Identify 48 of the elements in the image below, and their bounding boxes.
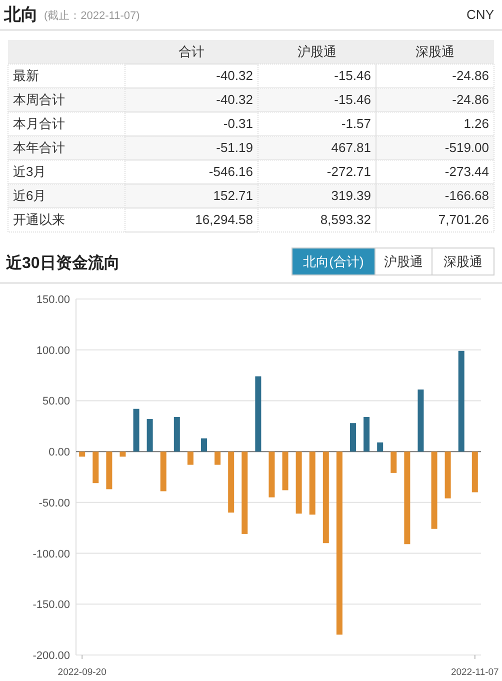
y-tick-label: -50.00	[38, 497, 70, 510]
data-label: 1.26	[464, 116, 489, 131]
y-tick-label: 100.00	[36, 344, 70, 357]
chart-subtitle: (截止：2022-11-07)	[44, 9, 140, 22]
y-tick-label: 本月合计	[13, 116, 65, 131]
data-label: -272.71	[326, 164, 371, 179]
data-label: 8,593.32	[320, 212, 371, 227]
text: 深股通	[444, 254, 482, 269]
data-label: -0.31	[223, 116, 253, 131]
y-tick-label: 本周合计	[13, 92, 65, 107]
data-label: -24.86	[452, 92, 489, 107]
data-label: -15.46	[334, 68, 371, 83]
y-tick-label: -150.00	[32, 599, 70, 612]
text: CNY	[466, 7, 494, 22]
data-label: -273.44	[444, 164, 489, 179]
y-tick-label: 开通以来	[13, 212, 65, 227]
x-tick-label: 沪股通	[298, 44, 336, 59]
y-tick-label: -100.00	[32, 548, 70, 560]
y-tick-label: 近6月	[13, 188, 46, 203]
y-tick-label: -200.00	[32, 650, 70, 662]
x-tick-label: 深股通	[416, 44, 454, 59]
x-tick-label: 2022-11-07	[450, 667, 499, 678]
y-tick-label: 0.00	[48, 446, 70, 459]
data-label: -40.32	[216, 68, 253, 83]
data-label: -40.32	[216, 92, 253, 107]
data-label: 319.39	[331, 188, 371, 203]
data-label: -51.19	[216, 140, 253, 155]
y-tick-label: 近3月	[13, 164, 46, 179]
data-label: 7,701.26	[438, 212, 489, 227]
chart-title: 北向	[3, 5, 38, 24]
y-tick-label: 本年合计	[13, 140, 65, 155]
y-tick-label: 150.00	[36, 294, 70, 306]
y-tick-label: 最新	[13, 68, 39, 83]
data-label: 467.81	[331, 140, 371, 155]
data-label: -1.57	[341, 116, 371, 131]
text: 北向(合计)	[303, 254, 364, 269]
y-tick-label: 50.00	[42, 396, 70, 408]
data-label: -24.86	[452, 68, 489, 83]
data-label: -519.00	[444, 140, 489, 155]
text: 沪股通	[384, 254, 423, 269]
data-label: -546.16	[208, 164, 253, 179]
x-tick-label: 合计	[178, 44, 204, 59]
chart-title: 近30日资金流向	[5, 253, 120, 272]
data-label: 152.71	[213, 188, 253, 203]
data-label: -15.46	[334, 92, 371, 107]
data-label: 16,294.58	[195, 212, 253, 227]
data-label: -166.68	[444, 188, 489, 203]
x-tick-label: 2022-09-20	[58, 667, 106, 678]
